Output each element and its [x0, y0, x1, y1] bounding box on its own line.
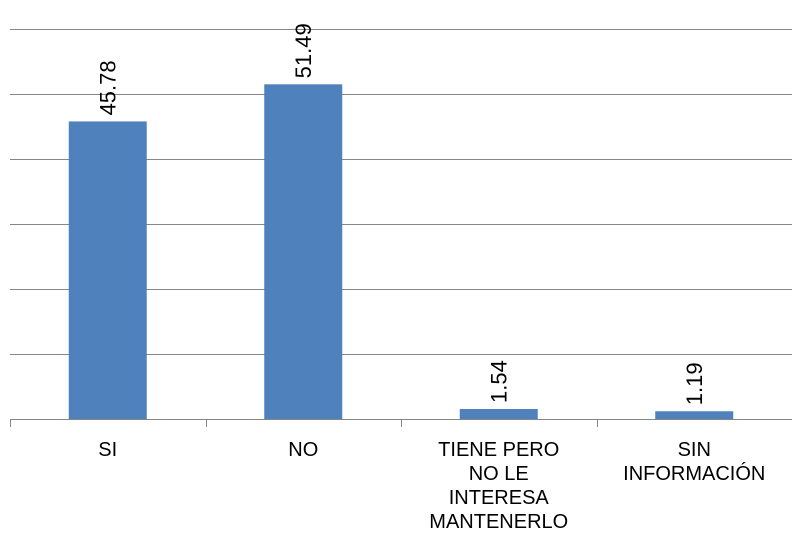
x-axis: [10, 419, 792, 427]
category-label-tiene-pero: TIENE PERO NO LE INTERESA MANTENERLO: [429, 439, 569, 533]
data-label: 1.54: [487, 360, 512, 403]
bar: [655, 411, 734, 419]
bar: [68, 121, 147, 420]
data-labels: 45.78 51.49 1.54 1.19: [96, 23, 708, 405]
data-label: 1.19: [682, 362, 707, 405]
category-label-sin-informacion: SIN INFORMACIÓN: [623, 439, 766, 485]
bar: [264, 84, 343, 419]
category-label-si: SI: [98, 439, 118, 461]
data-label: 51.49: [291, 23, 316, 78]
category-label-no: NO: [288, 439, 319, 461]
data-label: 45.78: [96, 60, 121, 115]
bars: [68, 84, 734, 420]
bar: [459, 408, 538, 419]
